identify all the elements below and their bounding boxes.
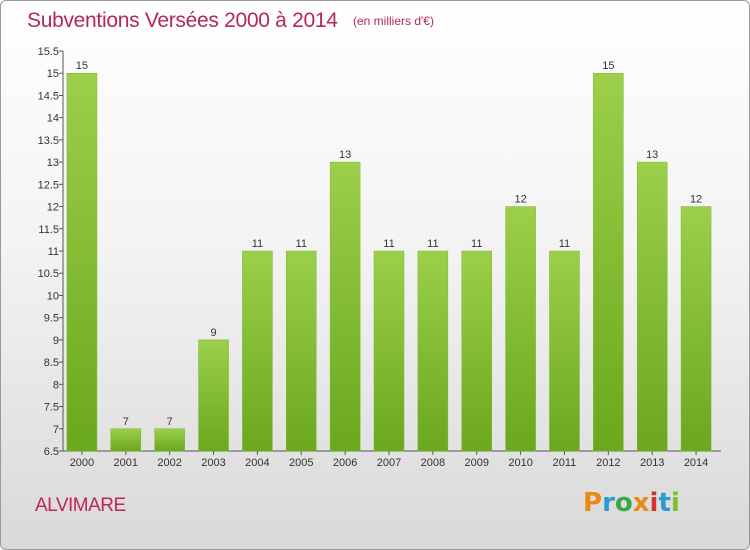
y-tick-label: 8.5 — [44, 357, 59, 369]
logo-letter: i — [649, 488, 659, 518]
y-tick-label: 10.5 — [38, 268, 59, 280]
commune-name: ALVIMARE — [35, 495, 126, 516]
bar — [329, 161, 361, 452]
bar — [198, 339, 229, 452]
data-label: 7 — [167, 416, 173, 428]
logo-letter: o — [614, 488, 633, 518]
y-tick-label: 9.5 — [44, 313, 59, 325]
x-tick-label: 2007 — [377, 457, 401, 469]
data-label: 13 — [339, 149, 351, 161]
data-label: 12 — [690, 194, 702, 206]
data-label: 13 — [646, 149, 658, 161]
y-tick-label: 6.5 — [44, 446, 59, 458]
data-label: 15 — [76, 60, 88, 72]
bar — [110, 428, 142, 452]
x-tick-label: 2010 — [508, 457, 532, 469]
data-label: 11 — [296, 238, 307, 250]
y-tick-label: 12.5 — [38, 179, 59, 191]
data-label: 11 — [559, 238, 570, 250]
bar — [417, 250, 449, 452]
data-label: 7 — [123, 416, 129, 428]
x-tick-label: 2008 — [421, 457, 445, 469]
y-tick-label: 15 — [47, 68, 59, 80]
x-tick-label: 2001 — [114, 457, 138, 469]
data-label: 11 — [383, 238, 394, 250]
x-tick-label: 2005 — [289, 457, 313, 469]
data-label: 9 — [210, 327, 216, 339]
chart-subtitle: (en milliers d'€) — [353, 14, 434, 28]
bar — [286, 250, 317, 452]
data-label: 15 — [602, 60, 614, 72]
bar — [636, 161, 668, 452]
x-tick-label: 2011 — [553, 457, 577, 469]
y-tick-label: 14.5 — [38, 90, 59, 102]
y-tick-label: 10 — [47, 290, 59, 302]
logo-letter: x — [632, 488, 650, 518]
bar — [154, 428, 185, 452]
bar — [66, 72, 98, 452]
x-tick-label: 2012 — [596, 457, 620, 469]
y-tick-label: 13.5 — [38, 135, 59, 147]
y-tick-label: 14 — [47, 113, 59, 125]
bar — [505, 206, 536, 452]
x-tick-label: 2000 — [70, 457, 94, 469]
x-tick-label: 2009 — [464, 457, 488, 469]
bar — [680, 206, 712, 452]
bar — [373, 250, 405, 452]
x-tick-label: 2014 — [684, 457, 708, 469]
data-label: 11 — [252, 238, 263, 250]
data-label: 11 — [427, 238, 438, 250]
logo-letter: t — [658, 488, 671, 518]
logo-letter: i — [670, 488, 680, 518]
y-tick-label: 9 — [53, 335, 59, 347]
y-tick-label: 11 — [48, 246, 59, 258]
x-tick-label: 2006 — [333, 457, 357, 469]
bar — [461, 250, 492, 452]
y-tick-label: 11.5 — [38, 224, 59, 236]
logo-letter: P — [583, 488, 603, 518]
x-tick-label: 2004 — [245, 457, 269, 469]
y-tick-label: 7 — [53, 424, 59, 436]
x-tick-label: 2003 — [201, 457, 225, 469]
bar — [593, 72, 624, 452]
bar — [549, 250, 580, 452]
data-label: 12 — [514, 194, 526, 206]
y-tick-label: 8 — [53, 379, 59, 391]
x-tick-label: 2002 — [157, 457, 181, 469]
data-label: 11 — [471, 238, 482, 250]
chart-title: Subventions Versées 2000 à 2014 — [27, 9, 338, 32]
x-tick-label: 2013 — [640, 457, 664, 469]
logo-letter: r — [602, 488, 615, 518]
y-tick-label: 7.5 — [44, 402, 59, 414]
proxiti-logo[interactable]: Proxiti — [583, 488, 680, 518]
y-tick-label: 15.5 — [38, 46, 59, 58]
bar — [242, 250, 273, 452]
y-tick-label: 12 — [47, 202, 59, 214]
y-tick-label: 13 — [47, 157, 59, 169]
